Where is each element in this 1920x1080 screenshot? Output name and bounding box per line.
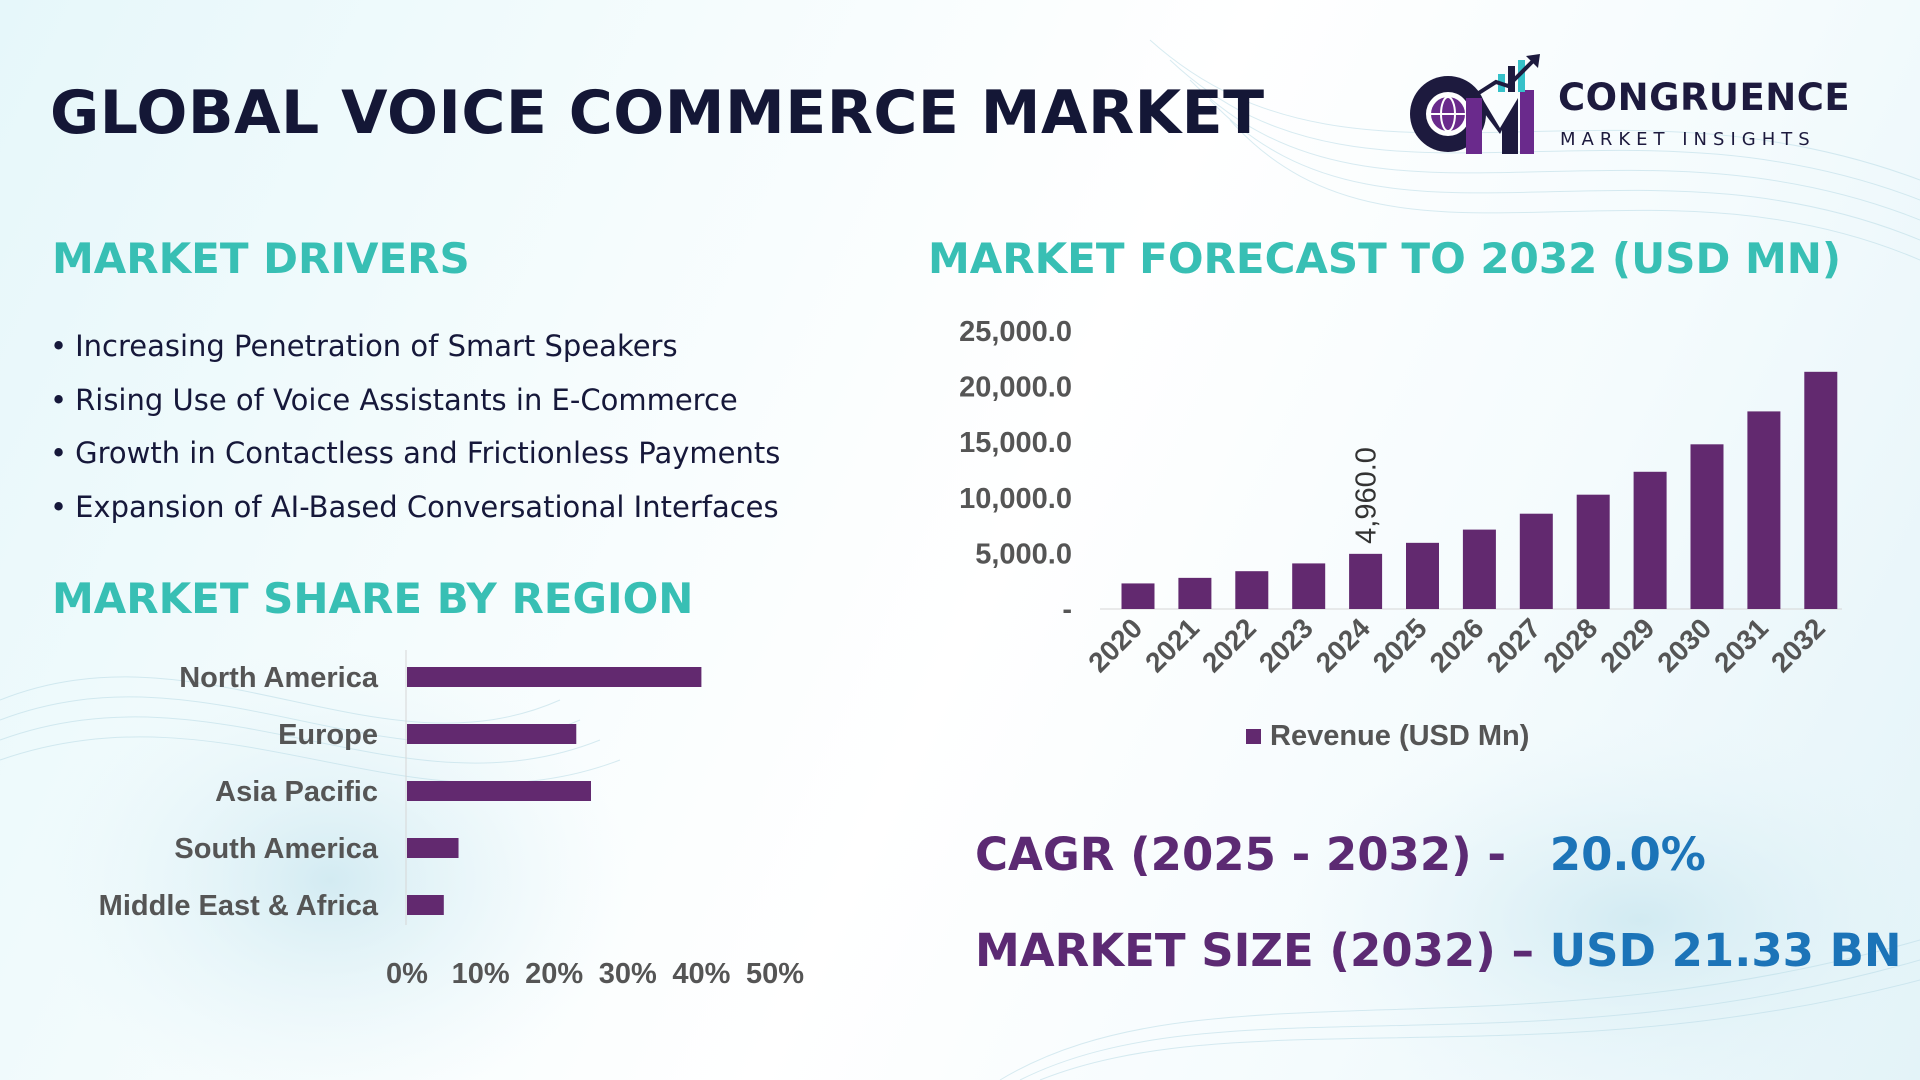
forecast-x-tick-label: 2026 [1424, 612, 1490, 678]
market-size-stat: MARKET SIZE (2032) – USD 21.33 BN [975, 924, 1902, 977]
bullet-icon: • [50, 382, 68, 417]
forecast-x-tick-label: 2032 [1765, 612, 1831, 678]
driver-item: • Growth in Contactless and Frictionless … [50, 427, 780, 481]
forecast-bar [1804, 371, 1838, 609]
forecast-bar [1178, 577, 1212, 609]
forecast-bar [1576, 494, 1610, 609]
logo-company-name: CONGRUENCE [1558, 76, 1851, 119]
forecast-x-tick-label: 2024 [1310, 612, 1376, 678]
forecast-y-tick-label: 25,000.0 [959, 316, 1072, 348]
forecast-x-tick-label: 2020 [1082, 612, 1148, 678]
region-x-tick-label: 40% [672, 958, 730, 990]
logo-mark-icon [1410, 54, 1540, 154]
forecast-x-tick-label: 2025 [1367, 612, 1433, 678]
region-x-tick-label: 30% [599, 958, 657, 990]
forecast-x-tick-label: 2031 [1708, 612, 1774, 678]
logo-tagline: MARKET INSIGHTS [1560, 129, 1816, 150]
forecast-y-tick-label: 5,000.0 [975, 538, 1072, 570]
forecast-bar [1406, 542, 1439, 609]
region-x-tick-label: 20% [525, 958, 583, 990]
forecast-x-tick-label: 2027 [1481, 612, 1547, 678]
cagr-stat: CAGR (2025 - 2032) - 20.0% [975, 828, 1706, 881]
region-bar [407, 667, 702, 687]
cagr-value: 20.0% [1549, 828, 1706, 881]
region-heading: MARKET SHARE BY REGION [52, 574, 694, 623]
region-category-label: Europe [278, 719, 378, 751]
region-category-label: Middle East & Africa [99, 890, 379, 922]
forecast-y-tick-label: 15,000.0 [959, 427, 1072, 459]
forecast-x-tick-label: 2021 [1139, 612, 1205, 678]
region-bar [407, 838, 459, 858]
driver-text: Increasing Penetration of Smart Speakers [75, 329, 678, 363]
bullet-icon: • [50, 329, 68, 363]
driver-text: Expansion of AI-Based Conversational Int… [75, 489, 779, 524]
driver-item: • Increasing Penetration of Smart Speaker… [50, 320, 780, 374]
forecast-y-tick-label: 20,000.0 [959, 372, 1072, 404]
region-bar [407, 781, 591, 801]
drivers-heading: MARKET DRIVERS [52, 234, 470, 283]
region-x-tick-label: 50% [746, 958, 804, 990]
region-category-label: North America [179, 662, 379, 694]
forecast-bar [1462, 529, 1496, 609]
drivers-list: • Increasing Penetration of Smart Speaker… [50, 320, 780, 534]
region-bar [407, 724, 577, 744]
driver-item: • Rising Use of Voice Assistants in E-Com… [50, 374, 780, 428]
forecast-x-tick-label: 2023 [1253, 612, 1319, 678]
cagr-label: CAGR (2025 - 2032) - [975, 828, 1507, 881]
forecast-bar [1235, 571, 1269, 609]
driver-item: • Expansion of AI-Based Conversational In… [50, 481, 780, 535]
market-size-label: MARKET SIZE (2032) – [975, 924, 1534, 977]
forecast-x-tick-label: 2030 [1651, 612, 1717, 678]
forecast-x-tick-label: 2022 [1196, 612, 1262, 678]
page-title: GLOBAL VOICE COMMERCE MARKET [50, 78, 1265, 148]
forecast-bar [1349, 553, 1383, 609]
forecast-bar [1747, 411, 1781, 609]
forecast-x-tick-label: 2029 [1594, 612, 1660, 678]
forecast-bar [1292, 563, 1326, 609]
region-x-tick-label: 10% [452, 958, 510, 990]
region-bar [407, 895, 444, 915]
forecast-data-label: 4,960.0 [1351, 447, 1383, 544]
bullet-icon: • [50, 489, 68, 524]
region-category-label: South America [174, 833, 378, 865]
region-category-label: Asia Pacific [215, 776, 378, 808]
forecast-bar [1121, 583, 1155, 609]
market-size-value: USD 21.33 BN [1549, 924, 1902, 977]
legend-label: Revenue (USD Mn) [1270, 720, 1530, 752]
forecast-x-tick-label: 2028 [1537, 612, 1603, 678]
forecast-bar [1519, 513, 1553, 609]
bullet-icon: • [50, 436, 68, 470]
forecast-y-tick-label: 10,000.0 [959, 483, 1072, 515]
forecast-y-tick-label: - [1062, 594, 1072, 626]
forecast-heading: MARKET FORECAST TO 2032 (USD MN) [928, 234, 1842, 283]
region-x-tick-label: 0% [386, 958, 428, 990]
legend-swatch [1246, 729, 1261, 744]
company-logo: CONGRUENCE MARKET INSIGHTS [1400, 52, 1880, 164]
forecast-bar [1690, 444, 1724, 609]
driver-text: Rising Use of Voice Assistants in E-Comm… [75, 382, 738, 417]
driver-text: Growth in Contactless and Frictionless P… [75, 436, 781, 470]
forecast-bar [1633, 471, 1667, 609]
